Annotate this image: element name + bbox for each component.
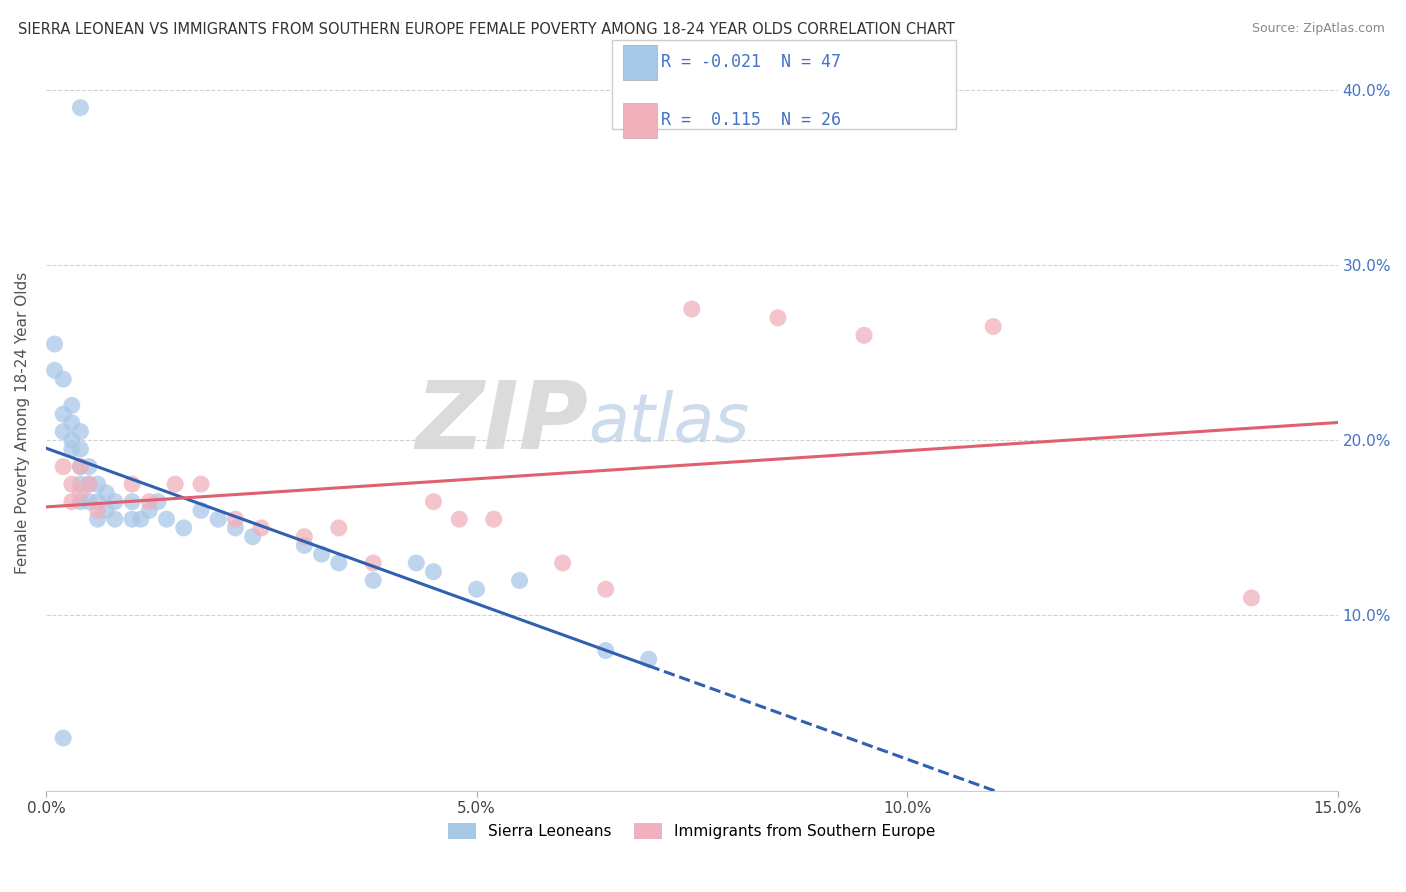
Point <box>96 486 118 500</box>
Point <box>129 512 152 526</box>
Point <box>69 459 91 474</box>
Point <box>69 477 91 491</box>
Point <box>86 494 108 508</box>
Text: ZIP: ZIP <box>416 376 589 469</box>
Point <box>69 459 91 474</box>
Point <box>52 459 75 474</box>
Point <box>509 574 531 588</box>
Point <box>551 556 574 570</box>
Text: R =  0.115  N = 26: R = 0.115 N = 26 <box>661 112 841 129</box>
Point <box>250 521 273 535</box>
Point <box>86 503 108 517</box>
Point <box>224 512 246 526</box>
Point <box>292 538 315 552</box>
Point <box>595 643 617 657</box>
Point <box>328 556 350 570</box>
Point <box>292 530 315 544</box>
Point <box>465 582 488 597</box>
Point <box>86 477 108 491</box>
Point <box>449 512 471 526</box>
Point <box>361 574 384 588</box>
Point <box>104 494 127 508</box>
Point <box>52 731 75 745</box>
Point <box>207 512 229 526</box>
Point <box>52 407 75 421</box>
Point <box>138 503 160 517</box>
Point <box>853 328 876 343</box>
Point <box>224 521 246 535</box>
Point <box>44 363 66 377</box>
Point <box>69 494 91 508</box>
Point <box>146 494 169 508</box>
Point <box>422 494 444 508</box>
Point <box>121 512 143 526</box>
Point <box>165 477 187 491</box>
Point <box>69 425 91 439</box>
Text: SIERRA LEONEAN VS IMMIGRANTS FROM SOUTHERN EUROPE FEMALE POVERTY AMONG 18-24 YEA: SIERRA LEONEAN VS IMMIGRANTS FROM SOUTHE… <box>18 22 955 37</box>
Point <box>422 565 444 579</box>
Point <box>60 434 83 448</box>
Point <box>69 101 91 115</box>
Point <box>60 398 83 412</box>
Point <box>637 652 659 666</box>
Point <box>77 459 100 474</box>
Point <box>155 512 177 526</box>
Point <box>69 486 91 500</box>
Point <box>981 319 1004 334</box>
Text: atlas: atlas <box>589 390 749 456</box>
Point <box>44 337 66 351</box>
Point <box>77 477 100 491</box>
Point <box>52 425 75 439</box>
Point <box>60 442 83 457</box>
Point <box>681 301 703 316</box>
Point <box>77 477 100 491</box>
Text: R = -0.021  N = 47: R = -0.021 N = 47 <box>661 54 841 71</box>
Point <box>60 494 83 508</box>
Point <box>86 512 108 526</box>
Y-axis label: Female Poverty Among 18-24 Year Olds: Female Poverty Among 18-24 Year Olds <box>15 272 30 574</box>
Point <box>60 416 83 430</box>
Point <box>405 556 427 570</box>
Point <box>766 310 789 325</box>
Point <box>242 530 264 544</box>
Point <box>77 494 100 508</box>
Point <box>1240 591 1263 605</box>
Point <box>328 521 350 535</box>
Point <box>173 521 195 535</box>
Point <box>190 503 212 517</box>
Point <box>595 582 617 597</box>
Point <box>69 442 91 457</box>
Point <box>361 556 384 570</box>
Point <box>190 477 212 491</box>
Point <box>96 503 118 517</box>
Point <box>311 547 333 561</box>
Point <box>52 372 75 386</box>
Point <box>138 494 160 508</box>
Point <box>121 477 143 491</box>
Legend: Sierra Leoneans, Immigrants from Southern Europe: Sierra Leoneans, Immigrants from Souther… <box>441 817 942 846</box>
Point <box>482 512 505 526</box>
Text: Source: ZipAtlas.com: Source: ZipAtlas.com <box>1251 22 1385 36</box>
Point <box>104 512 127 526</box>
Point <box>121 494 143 508</box>
Point <box>60 477 83 491</box>
